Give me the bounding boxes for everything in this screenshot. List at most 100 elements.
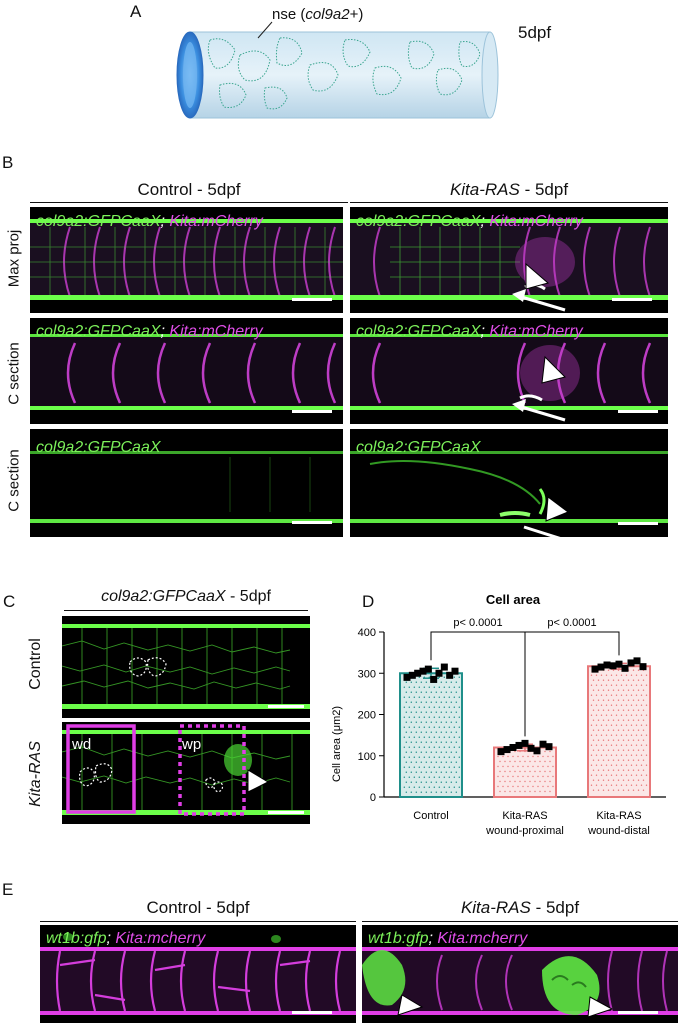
bar-pattern-dot [420,761,422,763]
bar-pattern-dot [620,734,623,736]
bar-pattern-dot [622,689,625,691]
bar-pattern-dot [627,709,630,711]
bar-pattern-dot [595,674,598,676]
bar-pattern-dot [443,746,445,748]
bar-pattern-dot [425,691,427,693]
bar-pattern-dot [423,756,425,758]
bar-pattern-dot [607,709,610,711]
bar-pattern-dot [600,724,603,726]
bar-pattern-dot [610,724,613,726]
bar-pattern-dot [610,784,613,786]
bar-pattern-dot [620,694,623,696]
bar-pattern-dot [642,749,645,751]
bar-pattern-dot [410,761,412,763]
bar-pattern-dot [622,769,625,771]
bar-pattern-dot [632,769,635,771]
bar-pattern-dot [539,780,541,783]
bar-pattern-dot [620,764,623,766]
bar-pattern-dot [425,711,427,713]
bar-pattern-dot [440,711,442,713]
bar-pattern-dot [590,724,593,726]
panel-e-header-line-kita [362,921,678,922]
bar-pattern-dot [642,719,645,721]
bar-pattern-dot [620,704,623,706]
bar-pattern-dot [640,744,643,746]
bar-pattern-dot [600,744,603,746]
bar-pattern-dot [640,734,643,736]
bar-pattern-dot [413,716,415,718]
bar-pattern-dot [635,724,638,726]
bar-pattern-dot [637,689,640,691]
bar-pattern-dot [620,674,623,676]
bar-pattern-dot [415,751,417,753]
bar-pattern-dot [632,719,635,721]
bar-pattern-dot [428,696,430,698]
bar-pattern-dot [637,739,640,741]
bar-pattern-dot [615,674,618,676]
bar-pattern-dot [617,749,620,751]
bar-pattern-dot [450,781,452,783]
bar-pattern-dot [600,714,603,716]
bar-pattern-dot [430,771,432,773]
bar-pattern-dot [627,759,630,761]
bar-pattern-dot [425,721,427,723]
bar-pattern-dot [620,714,623,716]
p-value-label: p< 0.0001 [453,617,502,629]
arrow-icon [523,525,561,537]
bar-pattern-dot [635,684,638,686]
panel-b-annotations [512,262,570,537]
bar-pattern-dot [458,736,460,738]
bar-pattern-dot [405,701,407,703]
bar-pattern-dot [595,744,598,746]
data-point [424,665,432,673]
bar-pattern-dot [610,714,613,716]
bar-pattern-dot [632,709,635,711]
arrow-icon [512,399,566,422]
bar-pattern-dot [450,691,452,693]
bar-pattern-dot [552,775,554,778]
bar-pattern-dot [415,791,417,793]
bar-pattern-dot [595,734,598,736]
chart-title: Cell area [486,592,541,607]
bar-pattern-dot [627,769,630,771]
bar-pattern-dot [617,719,620,721]
bar-pattern-dot [410,711,412,713]
bar-pattern-dot [612,679,615,681]
bar-pattern-dot [625,694,628,696]
bar-pattern-dot [542,785,544,788]
bar-pattern-dot [610,704,613,706]
label-b-control-row2: col9a2:GFPCaaX; Kita:mCherry [36,323,263,340]
bar-pattern-dot [455,741,457,743]
bar-pattern-dot [617,669,620,671]
arrowhead-icon [397,994,424,1016]
bar-pattern-dot [428,686,430,688]
bar-pattern-dot [539,760,541,763]
bar-pattern-dot [425,771,427,773]
bar-pattern-dot [632,669,635,671]
data-point [621,664,629,672]
bar-pattern-dot [590,684,593,686]
bar-pattern-dot [542,765,544,768]
bar-pattern-dot [524,760,526,763]
scale-bar [292,410,332,413]
bar-pattern-dot [440,741,442,743]
bar-pattern-dot [408,776,410,778]
panel-c-letter: C [3,592,16,611]
bar-pattern-dot [590,764,593,766]
bar-pattern-dot [418,696,420,698]
bar-pattern-dot [405,741,407,743]
bar-pattern-dot [590,674,593,676]
bar-pattern-dot [514,750,516,753]
bar-pattern-dot [425,701,427,703]
bar-pattern-dot [430,791,432,793]
bar-pattern-dot [433,706,435,708]
bar-pattern-dot [455,681,457,683]
bar-pattern-dot [428,786,430,788]
bar-pattern-dot [637,729,640,731]
data-point [503,746,511,754]
y-tick-label: 100 [358,751,376,763]
bar-pattern-dot [499,790,501,793]
data-point [408,671,416,679]
micrograph-b-control-csection-green [30,429,343,537]
bar-pattern-dot [615,684,618,686]
